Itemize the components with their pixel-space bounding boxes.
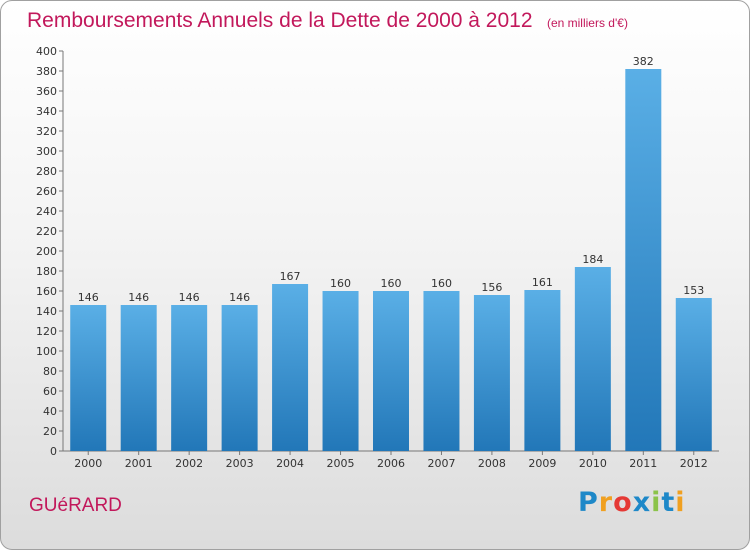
chart-unit: (en milliers d'€) (546, 16, 628, 30)
x-tick-label-2002: 2002 (175, 457, 203, 470)
x-tick-label-2011: 2011 (629, 457, 657, 470)
y-tick-label: 120 (36, 325, 57, 338)
x-tick-label-2007: 2007 (427, 457, 455, 470)
y-tick-label: 280 (36, 165, 57, 178)
y-tick-label: 260 (36, 185, 57, 198)
y-tick-label: 20 (43, 425, 57, 438)
x-tick-label-2004: 2004 (276, 457, 304, 470)
value-label-2005: 160 (330, 277, 351, 290)
value-label-2004: 167 (280, 270, 301, 283)
chart-title-block: Remboursements Annuels de la Dette de 20… (27, 9, 628, 33)
y-tick-label: 200 (36, 245, 57, 258)
y-tick-label: 320 (36, 125, 57, 138)
y-tick-label: 140 (36, 305, 57, 318)
x-tick-label-2001: 2001 (125, 457, 153, 470)
x-tick-label-2012: 2012 (680, 457, 708, 470)
value-label-2010: 184 (582, 253, 603, 266)
value-label-2001: 146 (128, 291, 149, 304)
bar-2001 (120, 305, 157, 451)
y-tick-label: 380 (36, 65, 57, 78)
chart-title: Remboursements Annuels de la Dette de 20… (27, 9, 533, 32)
y-tick-label: 0 (50, 445, 57, 458)
y-tick-label: 100 (36, 345, 57, 358)
x-tick-label-2008: 2008 (478, 457, 506, 470)
y-tick-label: 340 (36, 105, 57, 118)
value-label-2009: 161 (532, 276, 553, 289)
y-tick-label: 400 (36, 45, 57, 58)
y-tick-label: 220 (36, 225, 57, 238)
y-tick-label: 160 (36, 285, 57, 298)
bar-2008 (473, 295, 510, 451)
value-label-2008: 156 (481, 281, 502, 294)
x-tick-label-2006: 2006 (377, 457, 405, 470)
value-label-2011: 382 (633, 55, 654, 68)
value-label-2000: 146 (78, 291, 99, 304)
bar-2007 (423, 291, 460, 451)
x-tick-label-2010: 2010 (579, 457, 607, 470)
bar-2004 (272, 284, 309, 451)
value-label-2007: 160 (431, 277, 452, 290)
bar-2011 (625, 69, 662, 451)
bar-2000 (70, 305, 107, 451)
commune-name: GUéRARD (29, 495, 122, 516)
x-tick-label-2009: 2009 (528, 457, 556, 470)
bar-2009 (524, 290, 561, 451)
y-tick-label: 300 (36, 145, 57, 158)
y-tick-label: 80 (43, 365, 57, 378)
y-tick-label: 240 (36, 205, 57, 218)
value-label-2002: 146 (179, 291, 200, 304)
x-tick-label-2003: 2003 (226, 457, 254, 470)
value-label-2006: 160 (381, 277, 402, 290)
y-tick-label: 60 (43, 385, 57, 398)
x-tick-label-2000: 2000 (74, 457, 102, 470)
x-tick-label-2005: 2005 (327, 457, 355, 470)
bar-2005 (322, 291, 359, 451)
y-tick-label: 360 (36, 85, 57, 98)
bar-2010 (574, 267, 611, 451)
bar-2012 (675, 298, 712, 451)
bar-2002 (171, 305, 208, 451)
y-tick-label: 180 (36, 265, 57, 278)
value-label-2012: 153 (683, 284, 704, 297)
proxiti-logo: Proxiti (578, 487, 686, 518)
y-tick-label: 40 (43, 405, 57, 418)
value-label-2003: 146 (229, 291, 250, 304)
bar-2006 (373, 291, 409, 451)
bar-2003 (221, 305, 258, 451)
